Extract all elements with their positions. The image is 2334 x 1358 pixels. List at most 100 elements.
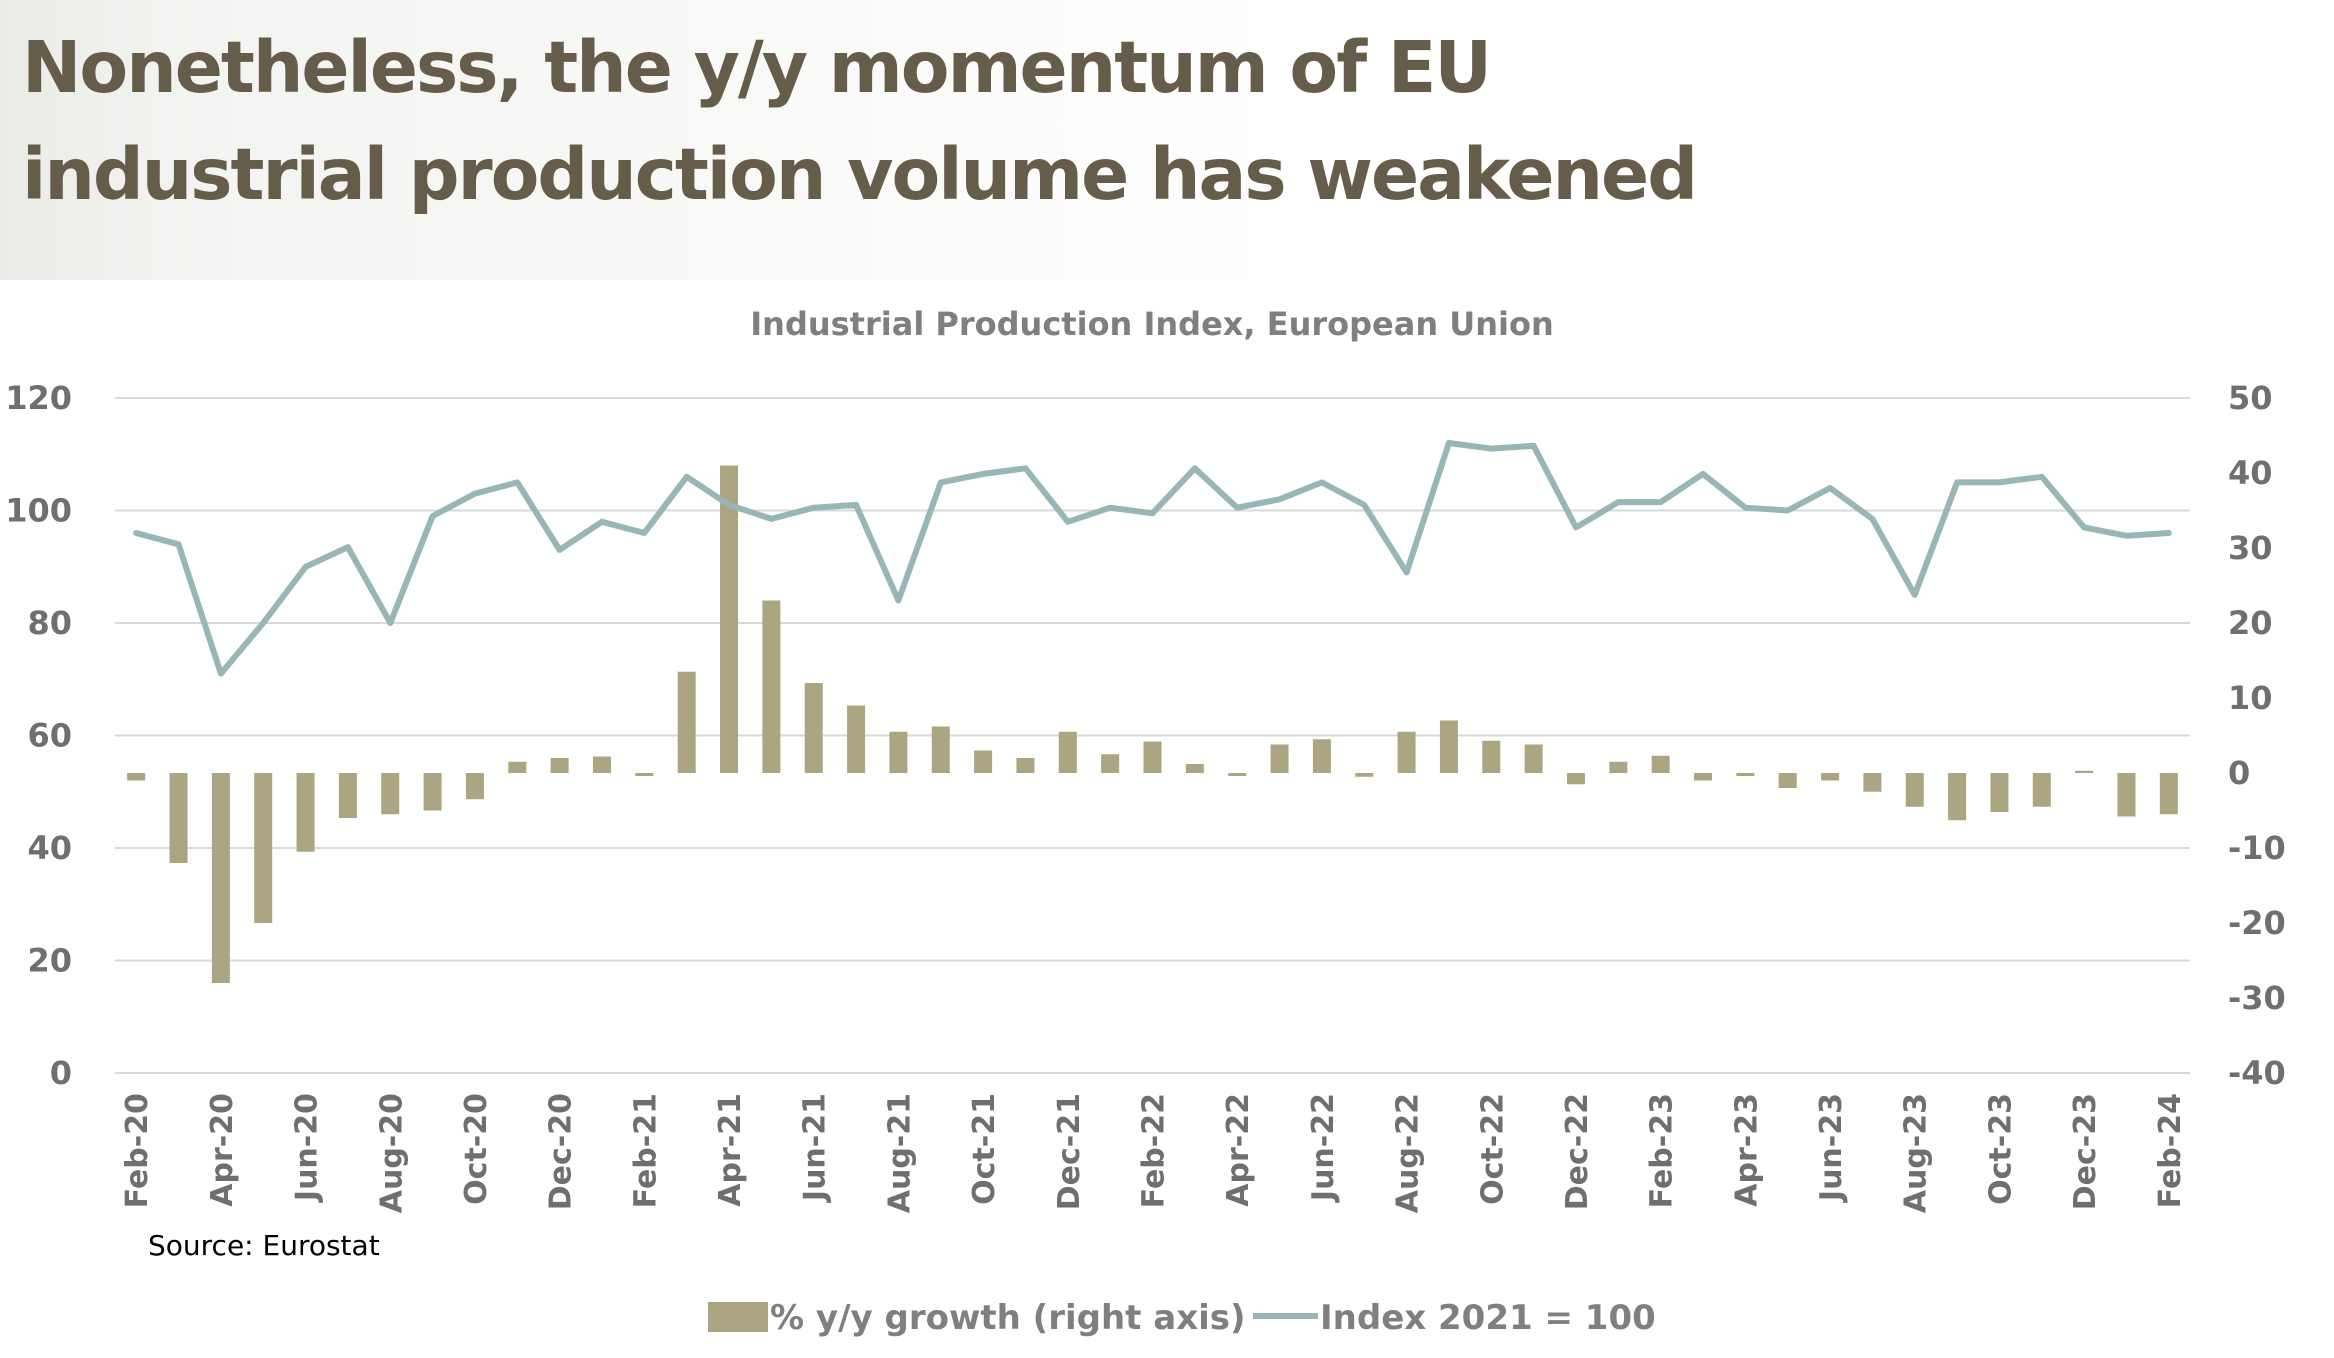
left-tick-label: 120 (5, 379, 72, 417)
growth-bar (1312, 739, 1331, 773)
right-tick-label: 20 (2228, 604, 2273, 642)
gridlines (115, 397, 2190, 1074)
headline-line-2: industrial production volume has weakene… (22, 133, 1698, 216)
x-tick-label: Oct-23 (1983, 1093, 2018, 1205)
left-tick-label: 0 (50, 1054, 72, 1092)
x-tick-label: Aug-21 (882, 1093, 917, 1213)
left-axis: 0 20 40 60 80 100 120 (5, 379, 72, 1092)
growth-bar (127, 773, 146, 781)
right-tick-label: 10 (2228, 679, 2273, 717)
left-tick-label: 20 (27, 942, 72, 980)
growth-bar (1990, 773, 2009, 812)
growth-bar (847, 705, 866, 773)
line-series (133, 440, 2172, 677)
legend-bar-swatch (708, 1302, 768, 1332)
growth-bar (2032, 773, 2051, 807)
growth-bar (1778, 773, 1797, 788)
growth-bar (1651, 755, 1670, 773)
growth-bar (1609, 761, 1628, 773)
growth-bar (2117, 773, 2136, 817)
headline: Nonetheless, the y/y momentum of EU indu… (22, 14, 2302, 228)
growth-bar (1821, 773, 1840, 781)
growth-bar (465, 773, 484, 800)
growth-bar (1270, 744, 1289, 773)
x-tick-label: Apr-20 (205, 1093, 240, 1207)
growth-bar (1524, 744, 1543, 773)
growth-bar (211, 773, 230, 983)
right-tick-label: 0 (2228, 754, 2250, 792)
growth-bar (296, 773, 315, 852)
growth-bar (1736, 773, 1755, 776)
growth-bar (1566, 773, 1585, 785)
growth-bar (1397, 731, 1416, 773)
x-tick-label: Oct-21 (967, 1093, 1002, 1205)
growth-bar (720, 465, 739, 773)
right-tick-label: 30 (2228, 529, 2273, 567)
x-tick-label: Feb-20 (120, 1093, 155, 1208)
growth-bar (338, 773, 357, 818)
x-tick-label: Oct-22 (1475, 1093, 1510, 1205)
growth-bar (931, 726, 950, 773)
chart: Industrial Production Index, European Un… (5, 305, 2286, 1338)
growth-bar (1863, 773, 1882, 792)
right-axis: -40 -30 -20 -10 0 10 20 30 40 50 (2228, 379, 2286, 1092)
x-tick-label: Aug-22 (1391, 1093, 1426, 1213)
legend-bar-label: % y/y growth (right axis) (770, 1298, 1246, 1338)
left-tick-label: 100 (5, 492, 72, 530)
left-tick-label: 60 (27, 717, 72, 755)
header-band (0, 0, 2334, 280)
growth-bar (1016, 758, 1035, 773)
headline-line-1: Nonetheless, the y/y momentum of EU (22, 26, 1492, 109)
growth-bar (1355, 773, 1374, 777)
growth-bar (1948, 773, 1967, 821)
right-tick-label: -30 (2228, 979, 2286, 1017)
x-tick-label: Apr-23 (1729, 1093, 1764, 1207)
legend: % y/y growth (right axis) Index 2021 = 1… (708, 1298, 1656, 1338)
x-tick-label: Feb-21 (628, 1093, 663, 1208)
left-tick-label: 40 (27, 829, 72, 867)
x-tick-label: Apr-22 (1221, 1093, 1256, 1207)
x-axis: Feb-20 Apr-20 Jun-20 Aug-20 Oct-20 Dec-20 Feb-… (120, 1093, 2188, 1213)
growth-bar (2159, 773, 2178, 815)
x-tick-label: Feb-24 (2153, 1093, 2188, 1208)
x-tick-label: Dec-21 (1052, 1093, 1087, 1210)
growth-bar (1228, 773, 1247, 776)
right-tick-label: -40 (2228, 1054, 2286, 1092)
growth-bar (169, 773, 188, 863)
bar-series (127, 465, 2178, 983)
growth-bar (1694, 773, 1713, 781)
index-line (133, 440, 2172, 677)
growth-bar (508, 761, 527, 773)
growth-bar (889, 731, 908, 773)
x-tick-label: Apr-21 (713, 1093, 748, 1207)
growth-bar (974, 750, 993, 773)
growth-bar (381, 773, 400, 815)
chart-title: Industrial Production Index, European Un… (750, 305, 1553, 343)
growth-bar (2075, 770, 2094, 773)
growth-bar (677, 671, 696, 773)
growth-bar (1143, 741, 1162, 773)
right-tick-label: -20 (2228, 904, 2286, 942)
x-tick-label: Dec-22 (1560, 1093, 1595, 1210)
growth-bar (1185, 764, 1204, 773)
growth-bar (635, 773, 654, 776)
growth-bar (592, 756, 611, 773)
right-tick-label: 40 (2228, 454, 2273, 492)
x-tick-label: Jun-22 (1306, 1093, 1341, 1203)
growth-bar (804, 683, 823, 773)
right-tick-label: -10 (2228, 829, 2286, 867)
x-tick-label: Jun-20 (290, 1093, 325, 1203)
x-tick-label: Feb-23 (1645, 1093, 1680, 1208)
growth-bar (762, 600, 781, 773)
right-tick-label: 50 (2228, 379, 2273, 417)
x-tick-label: Aug-20 (374, 1093, 409, 1213)
growth-bar (254, 773, 273, 923)
growth-bar (1439, 720, 1458, 773)
growth-bar (1905, 773, 1924, 807)
growth-bar (1482, 740, 1501, 773)
x-tick-label: Jun-21 (798, 1093, 833, 1203)
x-tick-label: Dec-23 (2068, 1093, 2103, 1210)
growth-bar (550, 758, 569, 773)
x-tick-label: Dec-20 (544, 1093, 579, 1210)
left-tick-label: 80 (27, 604, 72, 642)
